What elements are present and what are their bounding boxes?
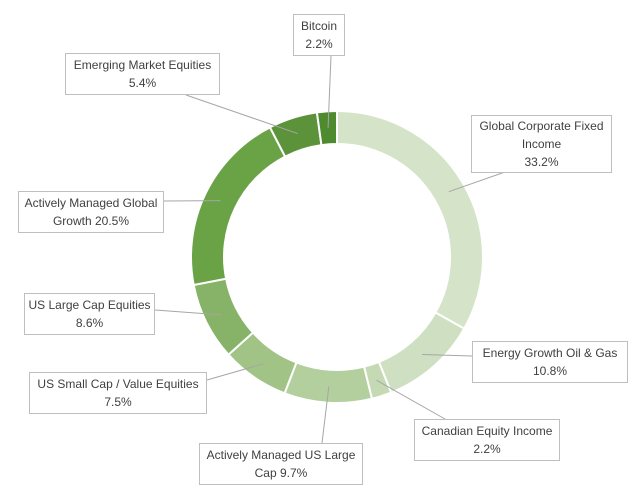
data-label-line: 8.6% (75, 316, 104, 330)
leader-line-5 (154, 309, 222, 316)
donut-slice-8 (315, 109, 338, 147)
data-label-line: 33.2% (524, 155, 559, 169)
leader-line-8 (327, 55, 332, 128)
leader-line-3 (321, 386, 330, 444)
donut-slice-0 (336, 109, 484, 331)
data-label-line: US Large Cap Equities (28, 298, 151, 312)
leader-line-0 (448, 171, 506, 193)
data-label-line: 10.8% (532, 364, 568, 378)
data-label-line: Growth 20.5% (52, 214, 130, 228)
data-label-line: Income (521, 137, 562, 151)
leader-line-7 (185, 94, 298, 135)
data-label-2: Canadian Equity Income 2.2% (414, 419, 560, 461)
data-label-line: Global Corporate Fixed (479, 119, 604, 133)
leader-line-2 (376, 379, 446, 420)
data-label-line: Cap 9.7% (254, 466, 308, 480)
leader-line-4 (206, 363, 264, 381)
data-label-0: Global Corporate Fixed Income 33.2% (471, 115, 612, 173)
data-label-8: Bitcoin 2.2% (293, 14, 345, 56)
data-label-1: Energy Growth Oil & Gas 10.8% (472, 341, 628, 383)
data-label-line: Bitcoin (300, 19, 338, 33)
data-label-line: Actively Managed US Large (206, 448, 356, 462)
data-label-4: US Small Cap / Value Equities 7.5% (29, 372, 207, 414)
leader-line-1 (422, 353, 473, 357)
data-label-line: 2.2% (473, 442, 501, 456)
data-label-line: Actively Managed Global (24, 196, 158, 210)
donut-slice-1 (377, 311, 466, 394)
data-label-line: 2.2% (305, 37, 333, 51)
donut-slice-3 (283, 361, 374, 404)
data-label-line: Canadian Equity Income (421, 424, 553, 438)
donut-slice-6 (190, 125, 287, 287)
data-label-line: US Small Cap / Value Equities (37, 377, 199, 391)
data-label-line: Emerging Market Equities (73, 58, 212, 72)
data-label-5: US Large Cap Equities 8.6% (24, 293, 155, 335)
data-label-7: Emerging Market Equities 5.4% (65, 53, 220, 95)
data-label-line: Energy Growth Oil & Gas (482, 346, 618, 360)
data-label-line: 7.5% (104, 395, 132, 409)
data-label-3: Actively Managed US Large Cap 9.7% (199, 443, 363, 485)
data-label-line: 5.4% (128, 76, 157, 90)
data-label-6: Actively Managed Global Growth 20.5% (18, 191, 164, 233)
